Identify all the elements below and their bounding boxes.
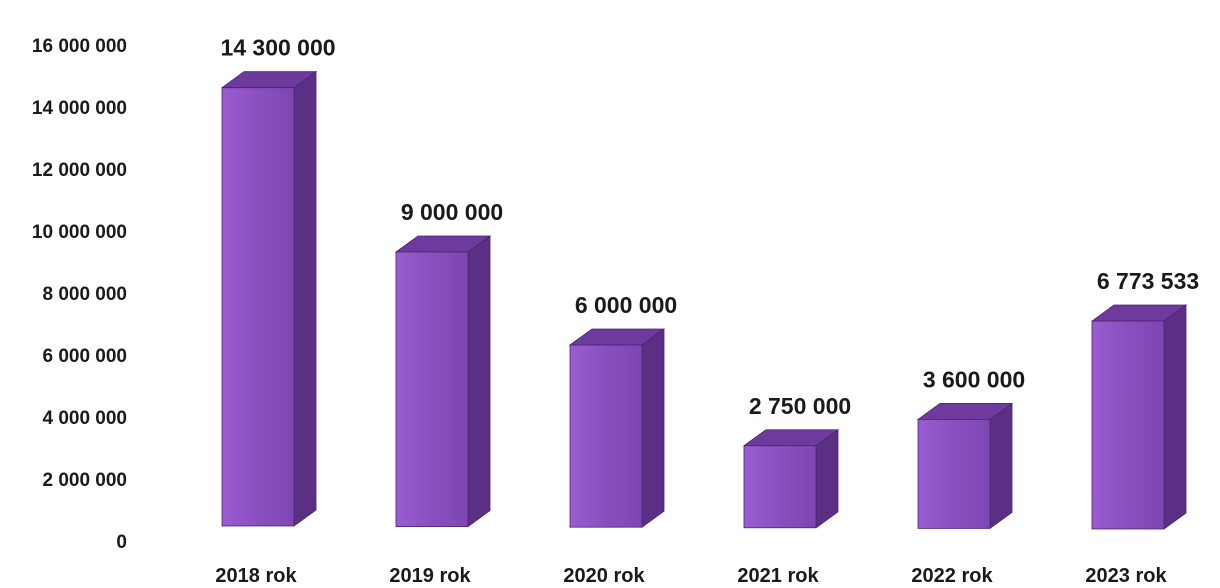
bar-side: [467, 235, 491, 528]
bar-side: [815, 428, 839, 529]
bar-side: [989, 402, 1013, 530]
y-tick-label: 8 000 000: [42, 284, 127, 305]
x-tick-label: 2020 rok: [563, 565, 645, 587]
y-tick-label: 4 000 000: [42, 408, 127, 429]
y-axis: 0 2 000 000 4 000 000 6 000 000 8 000 000 10 …: [32, 36, 127, 553]
x-tick-label: 2021 rok: [737, 565, 819, 587]
bar-front: [1091, 320, 1165, 530]
y-tick-label: 16 000 000: [32, 36, 127, 57]
bars: 14 300 000 9 000 000 6 000 000 2 750 000 3 6…: [220, 35, 1199, 530]
y-tick-label: 10 000 000: [32, 222, 127, 243]
data-label: 2 750 000: [749, 393, 851, 419]
bar: [568, 328, 666, 528]
y-tick-label: 14 000 000: [32, 98, 127, 119]
x-tick-label: 2023 rok: [1085, 565, 1167, 587]
bar-front: [221, 87, 295, 527]
bar-front: [917, 418, 991, 529]
y-tick-label: 6 000 000: [42, 346, 127, 367]
data-label: 6 773 533: [1097, 268, 1199, 294]
data-label: 14 300 000: [220, 35, 335, 61]
bar-front: [395, 251, 469, 528]
data-label: 6 000 000: [575, 292, 677, 318]
x-axis: 2018 rok 2019 rok 2020 rok 2021 rok 2022 rok…: [215, 565, 1167, 587]
data-label: 3 600 000: [923, 366, 1025, 392]
x-tick-label: 2019 rok: [389, 565, 471, 587]
bar: [1090, 304, 1188, 530]
bar: [916, 402, 1014, 530]
data-label: 9 000 000: [401, 199, 503, 225]
y-tick-label: 12 000 000: [32, 160, 127, 181]
bar: [742, 428, 840, 529]
bar-side: [641, 328, 665, 528]
y-tick-label: 2 000 000: [42, 470, 127, 491]
bar: [394, 235, 492, 528]
bar-front: [569, 344, 643, 528]
y-tick-label: 0: [116, 532, 127, 553]
bar-front: [743, 445, 817, 529]
bar-side: [293, 70, 317, 527]
x-tick-label: 2022 rok: [911, 565, 993, 587]
bar: [220, 70, 318, 527]
x-tick-label: 2018 rok: [215, 565, 297, 587]
bar-side: [1163, 304, 1187, 530]
